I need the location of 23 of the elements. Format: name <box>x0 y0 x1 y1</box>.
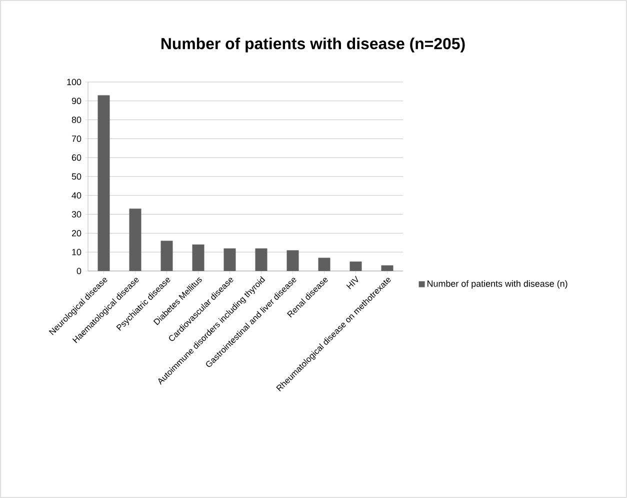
y-tick-label: 30 <box>72 211 82 218</box>
chart-title: Number of patients with disease (n=205) <box>161 38 465 52</box>
y-tick-label: 20 <box>72 230 82 236</box>
bar <box>318 258 330 271</box>
bar <box>129 208 142 271</box>
y-tick-label: 100 <box>67 78 82 86</box>
bar <box>286 250 299 271</box>
y-tick-label: 80 <box>72 116 82 123</box>
y-tick-label: 60 <box>72 154 82 161</box>
y-tick-label: 40 <box>72 192 82 199</box>
bar <box>160 240 173 271</box>
bar <box>192 244 204 271</box>
y-tick-label: 0 <box>76 268 82 274</box>
y-tick-label: 70 <box>72 136 82 142</box>
bar <box>350 262 362 271</box>
bar <box>98 95 110 271</box>
y-tick-label: 50 <box>72 173 82 180</box>
y-tick-label: 10 <box>72 248 82 256</box>
bar <box>255 248 268 271</box>
legend-label: Number of patients with disease (n) <box>428 280 568 289</box>
bar <box>224 248 236 271</box>
y-tick-label: 90 <box>72 98 82 104</box>
bar <box>381 265 394 271</box>
